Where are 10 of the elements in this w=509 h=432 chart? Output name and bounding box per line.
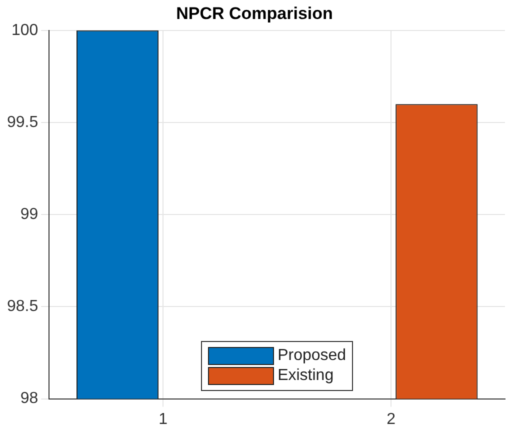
- legend-label: Proposed: [278, 346, 346, 365]
- chart-title: NPCR Comparision: [176, 4, 333, 23]
- y-tick-label: 99.5: [7, 114, 38, 131]
- y-tick-label: 98: [20, 390, 38, 408]
- x-tick-label: 2: [386, 410, 396, 428]
- x-tick-label: 1: [158, 410, 168, 428]
- y-tick-label: 99: [20, 206, 38, 224]
- legend-label: Existing: [278, 366, 334, 385]
- y-tick-label: 100: [11, 22, 38, 39]
- y-tick-label: 98.5: [7, 298, 38, 316]
